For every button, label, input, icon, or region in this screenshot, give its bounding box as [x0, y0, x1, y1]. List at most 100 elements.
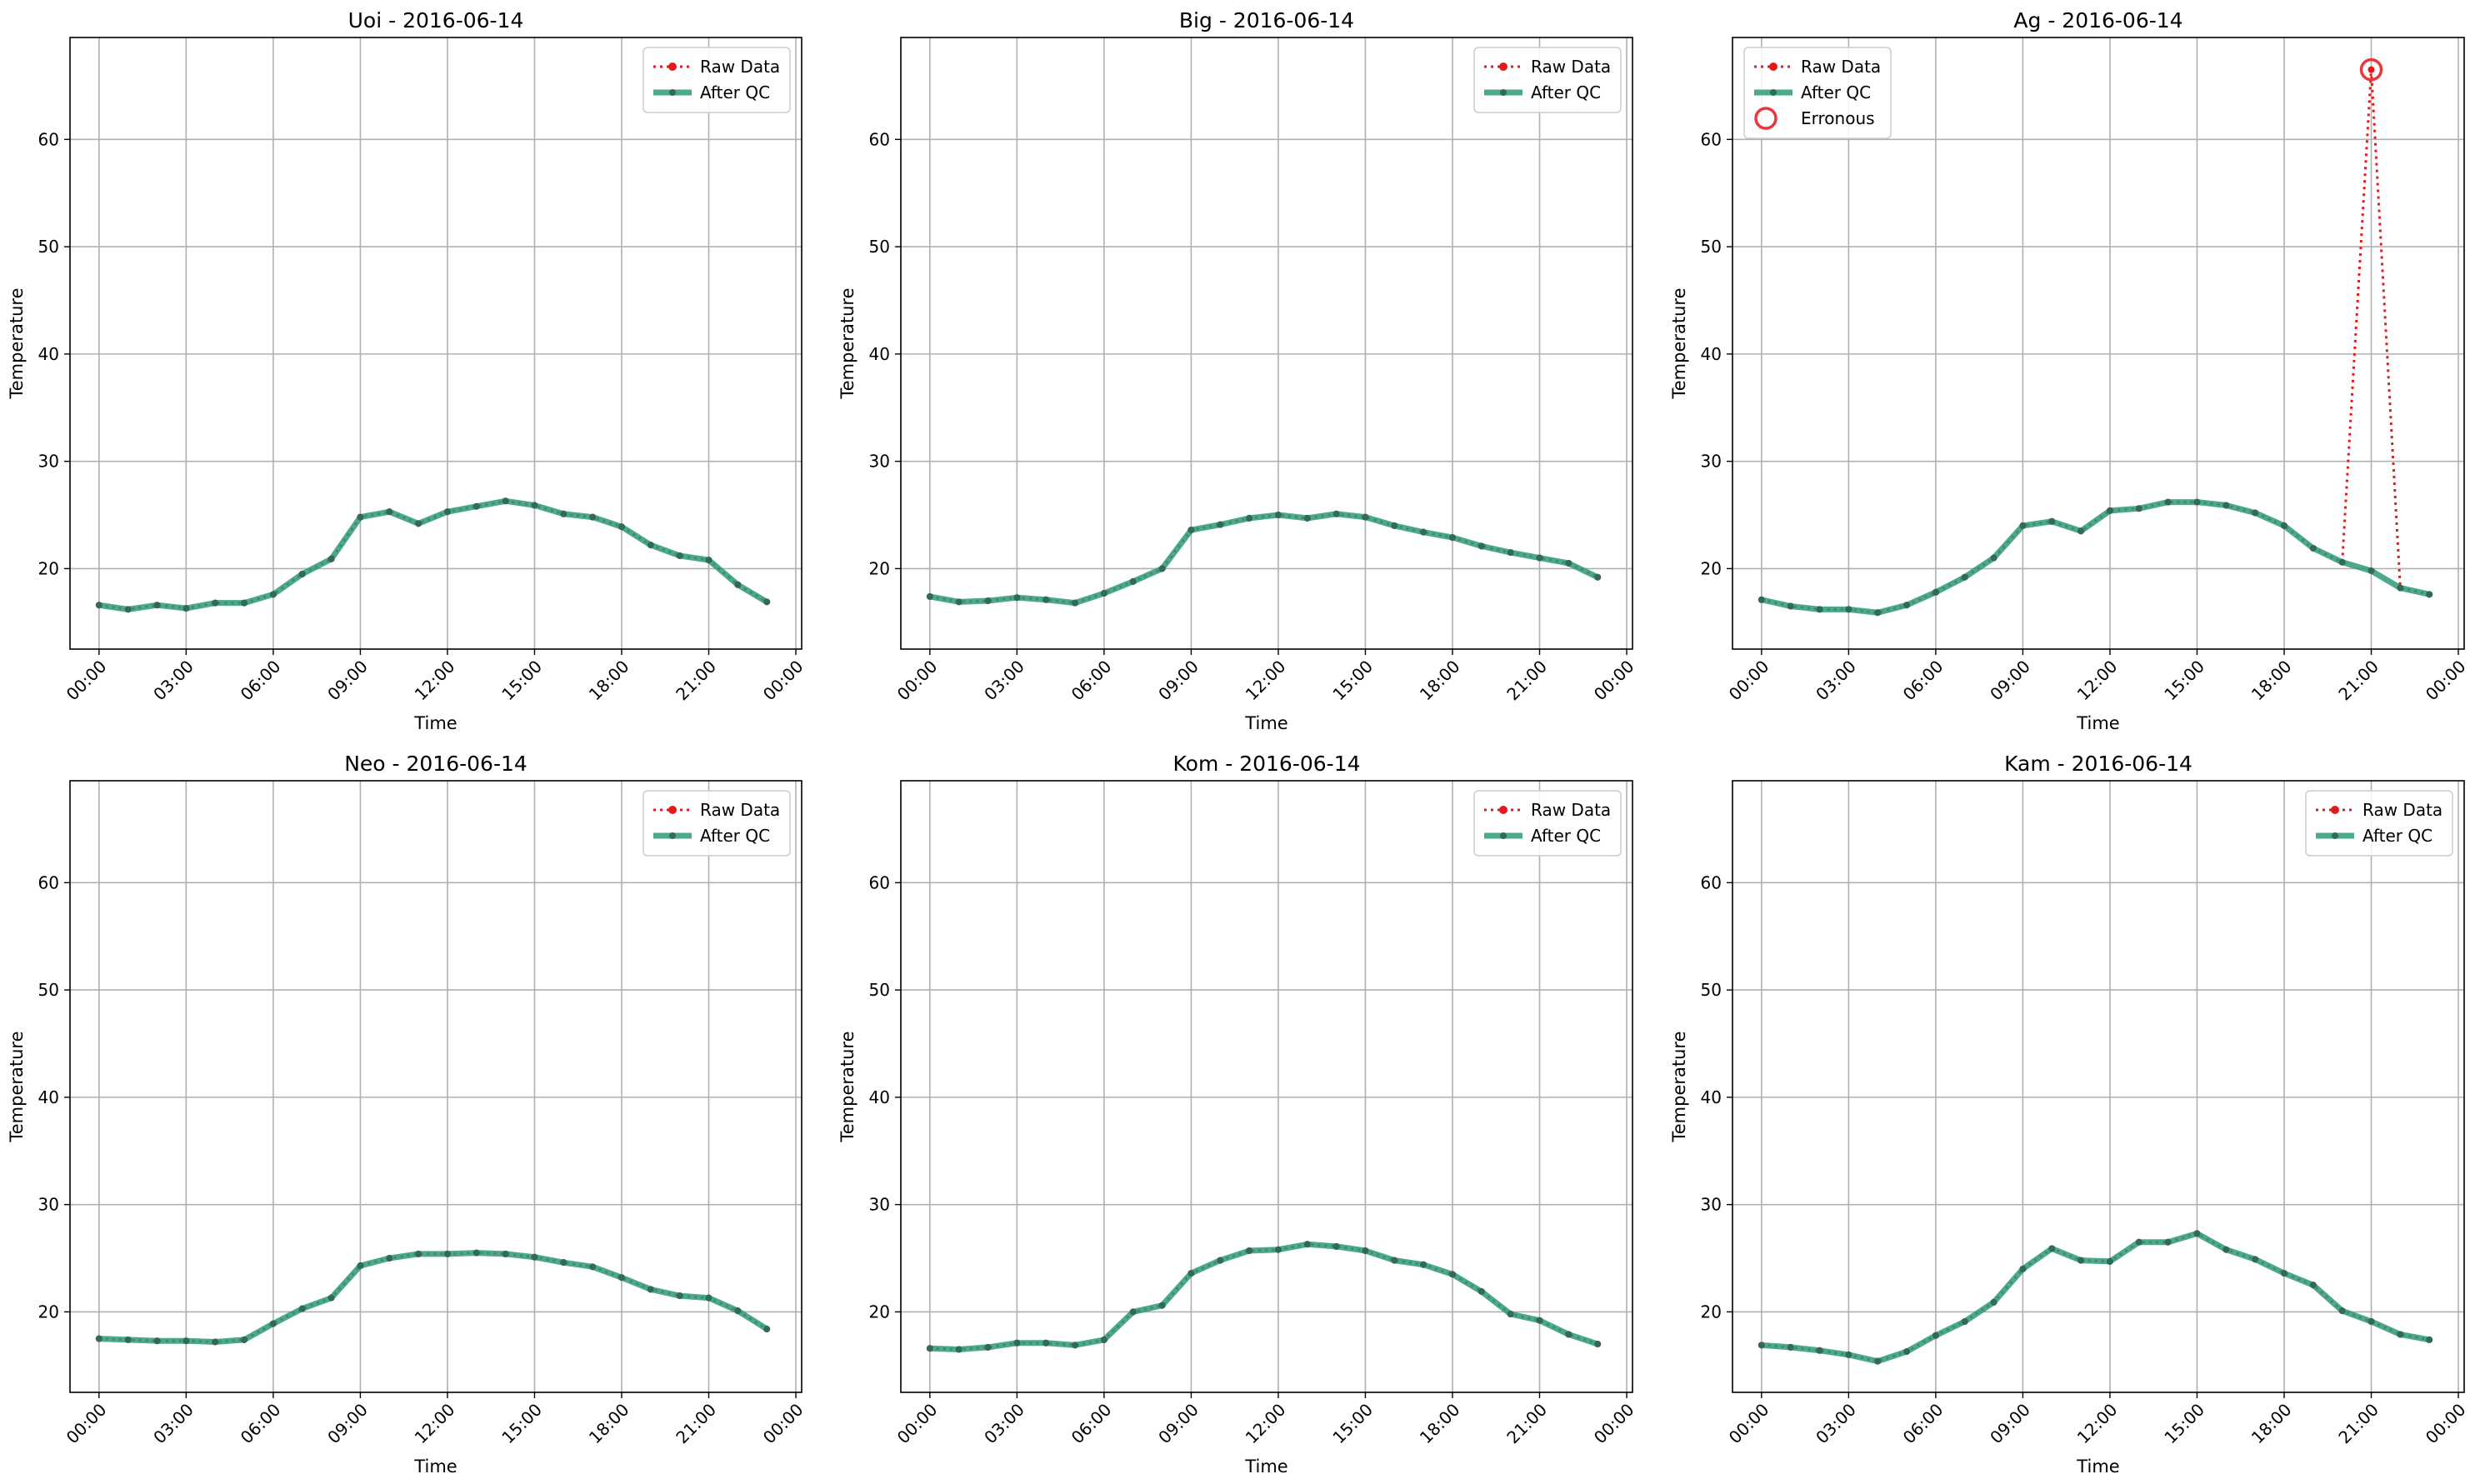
- after-qc-point: [1391, 522, 1398, 529]
- y-tick-label: 50: [1701, 980, 1722, 1000]
- after-qc-point: [618, 1274, 625, 1282]
- x-axis-label: Time: [413, 1457, 457, 1477]
- axes-frame: [1732, 780, 2465, 1393]
- after-qc-point: [415, 520, 422, 527]
- y-axis-label: Temperature: [838, 287, 858, 399]
- legend-label: After QC: [1531, 82, 1601, 102]
- after-qc-point: [124, 1336, 132, 1343]
- y-axis-label: Temperature: [838, 1031, 858, 1142]
- legend-marker-raw-data: [668, 806, 677, 814]
- after-qc-point: [2019, 522, 2027, 529]
- x-axis-label: Time: [2076, 713, 2119, 733]
- x-tick-label: 12:00: [2073, 1400, 2122, 1448]
- x-tick-label: 00:00: [1725, 657, 1773, 705]
- series-line-raw-data: [1761, 69, 2430, 614]
- x-tick-label: 06:00: [1068, 1400, 1116, 1448]
- x-tick-label: 06:00: [1068, 657, 1116, 705]
- legend-label: Erronous: [1801, 108, 1875, 128]
- after-qc-point: [1332, 1242, 1340, 1250]
- after-qc-point: [1758, 596, 1765, 603]
- legend-marker-raw-data: [668, 62, 677, 71]
- series-line-after-qc: [1761, 1230, 2430, 1365]
- after-qc-point: [1816, 606, 1823, 613]
- after-qc-point: [1787, 1343, 1794, 1351]
- y-tick-label: 40: [38, 1087, 59, 1107]
- after-qc-point: [1448, 1271, 1456, 1278]
- after-qc-point: [298, 570, 306, 577]
- after-qc-point: [2193, 498, 2201, 506]
- after-qc-point: [472, 1249, 480, 1257]
- after-qc-point: [984, 1343, 992, 1351]
- x-tick-label: 03:00: [980, 657, 1028, 705]
- after-qc-point: [734, 1307, 742, 1315]
- x-tick-label: 15:00: [1328, 657, 1377, 705]
- x-tick-label: 12:00: [1242, 657, 1290, 705]
- x-tick-label: 18:00: [1416, 657, 1464, 705]
- x-tick-label: 15:00: [498, 657, 546, 705]
- series-line-after-qc: [1761, 499, 2430, 616]
- after-qc-point: [1420, 1261, 1428, 1268]
- legend-label: Raw Data: [1801, 57, 1881, 77]
- x-tick-label: 00:00: [1590, 1400, 1638, 1448]
- after-qc-point: [560, 510, 568, 517]
- after-qc-point: [1565, 559, 1572, 567]
- series-line-after-qc: [98, 1250, 769, 1345]
- x-tick-label: 00:00: [1590, 657, 1638, 705]
- after-qc-point: [386, 1255, 393, 1262]
- after-qc-point: [269, 591, 277, 598]
- legend-label: Raw Data: [2362, 800, 2442, 820]
- x-tick-label: 06:00: [237, 657, 285, 705]
- series-line-after-qc: [929, 1241, 1599, 1352]
- legend-box: [2305, 790, 2453, 857]
- after-qc-point: [1903, 602, 1911, 609]
- legend-marker-after-qc: [1770, 89, 1777, 96]
- legend-label: Raw Data: [1531, 800, 1611, 820]
- after-qc-point: [2397, 584, 2404, 592]
- chart-title: Kam - 2016-06-14: [2004, 752, 2192, 776]
- after-qc-point: [2338, 558, 2346, 566]
- after-qc-point: [1274, 512, 1282, 519]
- x-tick-label: 21:00: [672, 1400, 720, 1448]
- after-qc-point: [705, 557, 712, 564]
- x-axis-label: Time: [413, 713, 457, 733]
- chart-panel-3: 00:00 03:00 06:00 09:00 12:00 15:00 18:00 21:00…: [7, 752, 808, 1477]
- axes-frame: [900, 780, 1633, 1393]
- after-qc-point: [531, 1253, 538, 1261]
- after-qc-point: [1845, 1351, 1852, 1358]
- axes-frame: [69, 37, 802, 650]
- after-qc-point: [676, 552, 683, 559]
- legend-box: [642, 47, 791, 113]
- after-qc-point: [415, 1250, 422, 1257]
- y-tick-label: 50: [869, 980, 890, 1000]
- after-qc-point: [1042, 1339, 1050, 1347]
- after-qc-point: [1932, 1332, 1939, 1339]
- after-qc-point: [298, 1305, 306, 1312]
- y-tick-label: 40: [1701, 1087, 1722, 1107]
- after-qc-point: [705, 1294, 712, 1302]
- chart-panel-0: 00:00 03:00 06:00 09:00 12:00 15:00 18:00 21:00…: [7, 8, 808, 733]
- after-qc-point: [1332, 510, 1340, 517]
- series-line-after-qc: [98, 497, 768, 612]
- after-qc-point: [2078, 1257, 2085, 1264]
- chart-title: Kom - 2016-06-14: [1173, 752, 1361, 776]
- legend-swatch-erroneous: [1754, 107, 1778, 130]
- legend-box: [1473, 47, 1622, 113]
- after-qc-point: [1990, 1298, 1998, 1306]
- y-axis-label: Temperature: [7, 287, 27, 399]
- after-qc-point: [589, 1263, 597, 1271]
- after-qc-point: [1188, 527, 1195, 534]
- after-qc-point: [647, 1286, 654, 1293]
- after-qc-point: [1594, 573, 1602, 581]
- x-tick-label: 00:00: [2422, 1400, 2470, 1448]
- after-qc-point: [241, 1336, 248, 1343]
- axes-frame: [900, 37, 1633, 650]
- after-qc-point: [955, 598, 962, 606]
- y-tick-label: 50: [38, 237, 59, 257]
- x-tick-label: 09:00: [1154, 1400, 1202, 1448]
- y-tick-label: 30: [38, 452, 59, 472]
- chart-panel-5: 00:00 03:00 06:00 09:00 12:00 15:00 18:00 21:00…: [1669, 752, 2470, 1477]
- after-qc-point: [2019, 1265, 2027, 1272]
- after-qc-point: [2048, 1245, 2056, 1252]
- after-qc-point: [1758, 1342, 1765, 1349]
